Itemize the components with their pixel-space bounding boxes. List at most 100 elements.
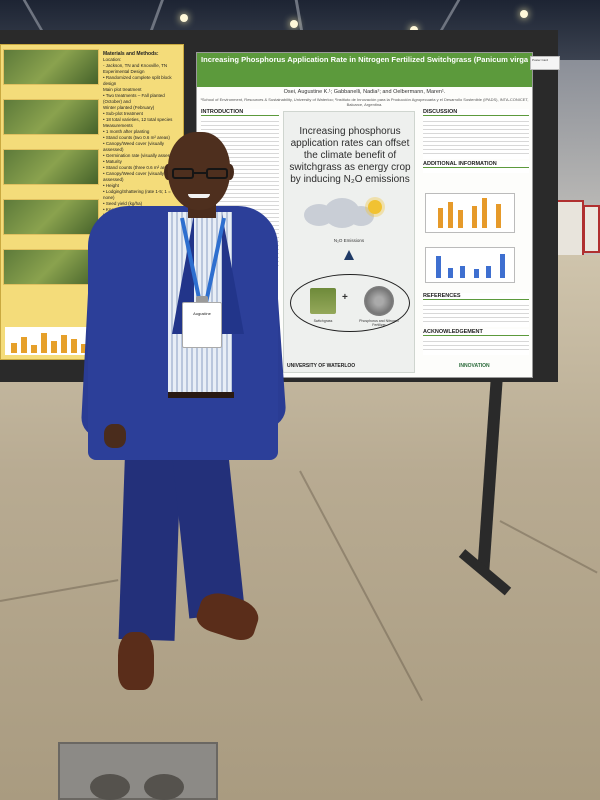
mini-bar — [61, 335, 67, 353]
poster-chart-bar — [496, 204, 501, 228]
references-section: REFERENCES — [423, 293, 529, 327]
left-leg — [118, 439, 182, 641]
university-logo: UNIVERSITY OF WATERLOO — [287, 363, 356, 369]
methods-line: Winter planted (February) — [103, 105, 155, 110]
introduction-heading: INTRODUCTION — [201, 109, 279, 116]
methods-line: • Maturity — [103, 159, 122, 164]
mini-bar — [81, 344, 87, 353]
methods-line: • Two treatments – Fall planted (October… — [103, 93, 165, 104]
left-hand — [104, 424, 126, 448]
additional-info-heading: ADDITIONAL INFORMATION — [423, 161, 529, 168]
methods-heading: Materials and Methods: — [103, 51, 159, 57]
acknowledgement-section: ACKNOWLEDGEMENT — [423, 329, 529, 355]
poster-chart-bar — [474, 269, 479, 278]
field-photo — [3, 149, 99, 185]
poster-title-bar: Increasing Phosphorus Application Rate i… — [197, 53, 532, 87]
graphical-abstract: Increasing phosphorus application rates … — [283, 111, 415, 373]
methods-line: • 1 month after planting — [103, 129, 150, 134]
poster-chart-bar — [458, 210, 463, 228]
right-ear — [226, 164, 234, 180]
field-photo — [3, 99, 99, 135]
discussion-heading: DISCUSSION — [423, 109, 529, 116]
eyeglass-bridge — [194, 172, 206, 174]
innovation-logo: INNOVATION — [459, 363, 490, 369]
badge-clip — [196, 296, 208, 304]
fertilizer-caption: Phosphorus and Nitrogen Fertilizer — [359, 319, 399, 327]
mini-bar — [11, 343, 17, 353]
mini-bar — [31, 345, 37, 353]
methods-line: • Stand counts (two 0.6 m² areas) — [103, 135, 170, 140]
methods-line: • Stand counts (three 0.6 m² areas) — [103, 165, 174, 170]
methods-line: • 18 total varieties, 12 total species — [103, 117, 173, 122]
methods-line: Main plot treatment — [103, 87, 142, 92]
plus-icon: + — [342, 292, 348, 303]
methods-line: Experimental Design — [103, 69, 145, 74]
name-badge: Augustine — [182, 302, 222, 348]
methods-line: • Sub-plot treatment — [103, 111, 143, 116]
methods-line: • Canopy/Weed cover (visually assessed) — [103, 171, 165, 182]
poster-chart-bar — [472, 206, 477, 228]
belt — [168, 392, 234, 398]
acknowledgement-heading: ACKNOWLEDGEMENT — [423, 329, 529, 336]
mini-bar — [21, 337, 27, 353]
cloud-icon — [348, 206, 374, 226]
badge-first-name: Augustine — [193, 311, 211, 316]
hatch-hole — [144, 774, 184, 800]
poster-chart-bar — [436, 256, 441, 278]
floor-hatch — [58, 742, 218, 800]
discussion-text-lines — [423, 118, 529, 154]
n2o-emissions-label: N₂O Emissions — [333, 238, 365, 243]
methods-line: • Germination rate (visually assessed) — [103, 153, 179, 158]
ceiling-light — [180, 14, 188, 22]
ceiling-light — [290, 20, 298, 28]
eyeglass-lens — [172, 168, 194, 179]
poster-chart-bar — [482, 198, 487, 228]
mini-bar — [41, 333, 47, 353]
methods-line: Measurements — [103, 123, 133, 128]
mini-bar — [51, 341, 57, 353]
eyeglass-lens — [206, 168, 228, 179]
field-photo — [3, 249, 99, 285]
poster-chart-bar — [448, 268, 453, 278]
switchgrass-image — [310, 288, 336, 314]
poster-affiliation: ¹School of Environment, Resources & Sust… — [200, 97, 529, 107]
references-text-lines — [423, 302, 529, 324]
smile — [188, 194, 210, 198]
poster-bar-chart — [425, 193, 515, 233]
ceiling-light — [520, 10, 528, 18]
field-photo — [3, 199, 99, 235]
poster-chart-bar — [448, 202, 453, 228]
hero-statement: Increasing phosphorus application rates … — [289, 126, 411, 185]
methods-line: Location: — [103, 57, 122, 62]
references-heading: REFERENCES — [423, 293, 529, 300]
eyeglasses — [172, 168, 228, 180]
sun-icon — [368, 200, 382, 214]
methods-line: • Randomized complete split block design — [103, 75, 172, 86]
poster-bar-chart — [425, 247, 515, 283]
methods-line: - Jackson, TN and Knoxville, TN — [103, 63, 168, 68]
switchgrass-caption: Switchgrass — [313, 319, 333, 323]
methods-line: • Canopy/Weed cover (visually assessed) — [103, 141, 165, 152]
field-photo-column — [3, 49, 99, 299]
right-lapel — [222, 214, 266, 334]
treatment-oval — [290, 274, 410, 332]
poster-chart-bar — [438, 208, 443, 228]
methods-line: • Height — [103, 183, 119, 188]
fertilizer-image — [364, 286, 394, 316]
poster-chart-bar — [460, 266, 465, 278]
poster-chart-bar — [500, 254, 505, 278]
distant-booth — [583, 205, 600, 253]
acknowledgement-text-lines — [423, 338, 529, 352]
poster-authors: Osei, Augustine K.¹; Gabbanelli, Nadia²;… — [283, 89, 446, 95]
poster-card: Poster Card — [530, 56, 560, 70]
left-shoe — [118, 632, 154, 690]
poster-title: Increasing Phosphorus Application Rate i… — [201, 56, 528, 64]
methods-line: • Seed yield (kg/ha) — [103, 201, 143, 206]
hatch-hole — [90, 774, 130, 800]
up-arrow-icon — [344, 250, 354, 260]
mini-bar — [71, 339, 77, 353]
additional-info-section: ADDITIONAL INFORMATION — [423, 161, 529, 173]
methods-line: • Lodging/Shattering (rate 1-5; 1 = none… — [103, 189, 171, 200]
field-photo — [3, 49, 99, 85]
poster-chart-bar — [486, 266, 491, 278]
